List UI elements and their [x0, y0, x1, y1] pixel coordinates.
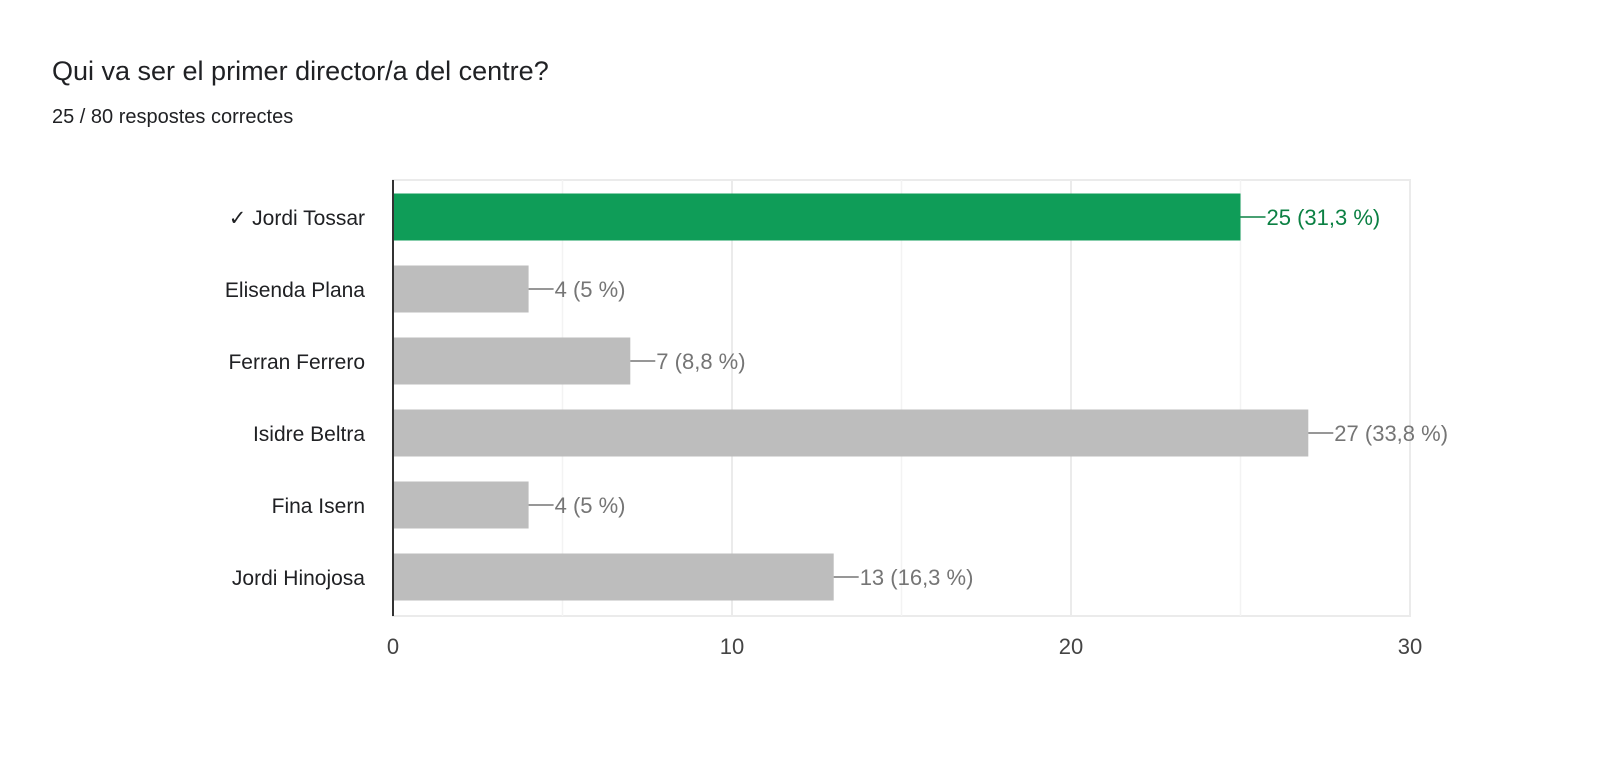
category-label: Elisenda Plana: [225, 279, 365, 302]
data-label: 25 (31,3 %): [1267, 205, 1381, 230]
x-tick-label: 30: [1398, 634, 1422, 659]
data-label: 13 (16,3 %): [860, 565, 974, 590]
category-label: ✓ Jordi Tossar: [229, 207, 365, 230]
data-label: 27 (33,8 %): [1334, 421, 1448, 446]
bar: [393, 553, 834, 601]
bar: [393, 337, 631, 385]
bar: [393, 409, 1309, 457]
x-tick-label: 20: [1059, 634, 1083, 659]
bar: [393, 265, 529, 313]
bar: [393, 481, 529, 529]
data-label: 4 (5 %): [555, 277, 626, 302]
data-label: 4 (5 %): [555, 493, 626, 518]
data-label: 7 (8,8 %): [656, 349, 745, 374]
category-label: Ferran Ferrero: [228, 351, 365, 374]
category-label: Fina Isern: [272, 495, 365, 518]
category-label: Jordi Hinojosa: [232, 567, 365, 590]
question-title: Qui va ser el primer director/a del cent…: [52, 56, 549, 86]
x-tick-label: 10: [720, 634, 744, 659]
category-label: Isidre Beltra: [253, 423, 365, 446]
x-tick-label: 0: [387, 634, 399, 659]
bar: [393, 193, 1241, 241]
correct-responses-count: 25 / 80 respostes correctes: [52, 106, 294, 128]
